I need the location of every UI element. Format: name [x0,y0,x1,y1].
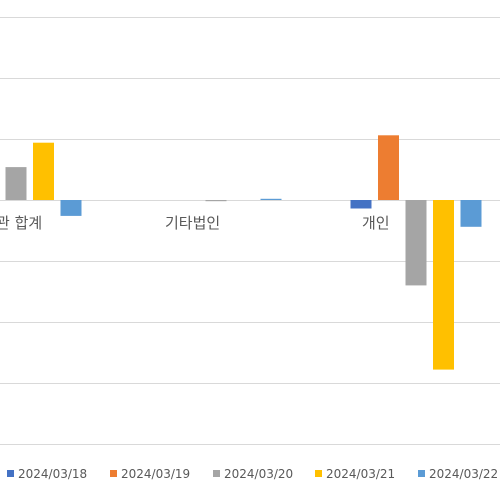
category-label: 기타법인 [165,214,220,232]
legend-label: 2024/03/22 [429,467,498,481]
legend-swatch [315,470,322,477]
category-labels: 관 합계 기타법인 개인 [0,214,390,232]
legend-item: 2024/03/21 [315,467,395,481]
legend-label: 2024/03/21 [326,467,395,481]
legend-item: 2024/03/18 [7,467,87,481]
legend-item: 2024/03/20 [213,467,293,481]
legend-swatch [7,470,14,477]
bar [405,200,427,286]
legend-item: 2024/03/22 [418,467,498,481]
bar [460,200,482,227]
bar [350,200,372,209]
gridlines [0,17,500,445]
bar [433,200,454,370]
legend-label: 2024/03/19 [121,467,190,481]
bar [260,198,282,200]
category-label: 관 합계 [0,214,42,232]
bar [5,167,27,200]
bars [5,135,482,370]
bar [205,200,227,202]
legend-item: 2024/03/19 [110,467,190,481]
legend-swatch [110,470,117,477]
legend-swatch [418,470,425,477]
legend-label: 2024/03/20 [224,467,293,481]
bar [60,200,82,216]
bar [378,135,399,200]
bar [33,142,54,200]
legend: 2024/03/18 2024/03/19 2024/03/20 2024/03… [7,467,498,481]
legend-swatch [213,470,220,477]
legend-label: 2024/03/18 [18,467,87,481]
category-label: 개인 [362,214,390,232]
